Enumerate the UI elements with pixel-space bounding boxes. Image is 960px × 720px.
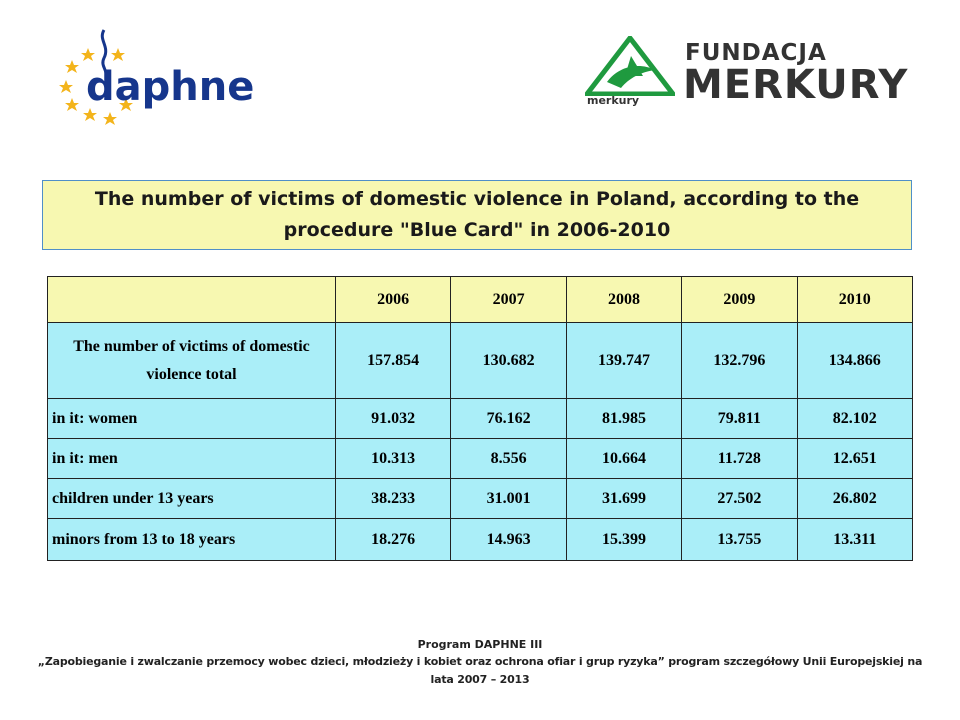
table-row: minors from 13 to 18 years 18.276 14.963… — [47, 518, 914, 561]
year-header: 2008 — [565, 276, 683, 323]
table-cell: 10.313 — [334, 438, 452, 479]
row-label: The number of victims of domestic violen… — [47, 322, 336, 399]
victims-table: 2006 2007 2008 2009 2010 The number of v… — [47, 276, 914, 561]
table-row: children under 13 years 38.233 31.001 31… — [47, 478, 914, 519]
row-label: children under 13 years — [47, 478, 336, 519]
eu-stars-icon — [59, 29, 133, 125]
table-cell: 10.664 — [565, 438, 683, 479]
row-label: in it: women — [47, 398, 336, 439]
table-cell: 38.233 — [334, 478, 452, 519]
table-cell: 11.728 — [681, 438, 798, 479]
table-corner-cell — [47, 276, 336, 323]
year-header: 2006 — [334, 276, 452, 323]
table-cell: 157.854 — [334, 322, 452, 399]
table-cell: 13.311 — [796, 518, 914, 561]
table-cell: 139.747 — [565, 322, 683, 399]
table-cell: 134.866 — [796, 322, 914, 399]
year-header: 2009 — [681, 276, 798, 323]
table-cell: 26.802 — [796, 478, 914, 519]
merkury-logo-fundacja: FUNDACJA — [685, 40, 827, 66]
table-cell: 130.682 — [450, 322, 567, 399]
page-title: The number of victims of domestic violen… — [94, 188, 860, 241]
table-cell: 18.276 — [334, 518, 452, 561]
table-cell: 31.001 — [450, 478, 567, 519]
merkury-triangle-icon — [585, 36, 675, 96]
merkury-logo: merkury FUNDACJA MERKURY — [585, 36, 909, 116]
table-cell: 12.651 — [796, 438, 914, 479]
table-cell: 8.556 — [450, 438, 567, 479]
table-cell: 15.399 — [565, 518, 683, 561]
row-label: minors from 13 to 18 years — [47, 518, 336, 561]
year-header: 2010 — [796, 276, 914, 323]
table-cell: 132.796 — [681, 322, 798, 399]
table-row: The number of victims of domestic violen… — [47, 322, 914, 399]
daphne-logo: daphne — [58, 28, 258, 128]
table-cell: 91.032 — [334, 398, 452, 439]
table-header-row: 2006 2007 2008 2009 2010 — [47, 276, 914, 323]
merkury-logo-small-text: merkury — [587, 94, 640, 107]
row-label: in it: men — [47, 438, 336, 479]
table-cell: 79.811 — [681, 398, 798, 439]
table-cell: 27.502 — [681, 478, 798, 519]
table-cell: 82.102 — [796, 398, 914, 439]
table-cell: 14.963 — [450, 518, 567, 561]
footer-program-name: Program DAPHNE III — [417, 638, 543, 651]
table-cell: 76.162 — [450, 398, 567, 439]
table-cell: 81.985 — [565, 398, 683, 439]
table-row: in it: men 10.313 8.556 10.664 11.728 12… — [47, 438, 914, 479]
title-box: The number of victims of domestic violen… — [42, 180, 912, 250]
daphne-logo-text: daphne — [86, 64, 255, 110]
table-cell: 13.755 — [681, 518, 798, 561]
table-cell: 31.699 — [565, 478, 683, 519]
footer-program-description: „Zapobieganie i zwalczanie przemocy wobe… — [37, 655, 923, 686]
merkury-logo-name: MERKURY — [683, 62, 909, 108]
footer: Program DAPHNE III „Zapobieganie i zwalc… — [30, 637, 930, 689]
table-row: in it: women 91.032 76.162 81.985 79.811… — [47, 398, 914, 439]
year-header: 2007 — [450, 276, 567, 323]
